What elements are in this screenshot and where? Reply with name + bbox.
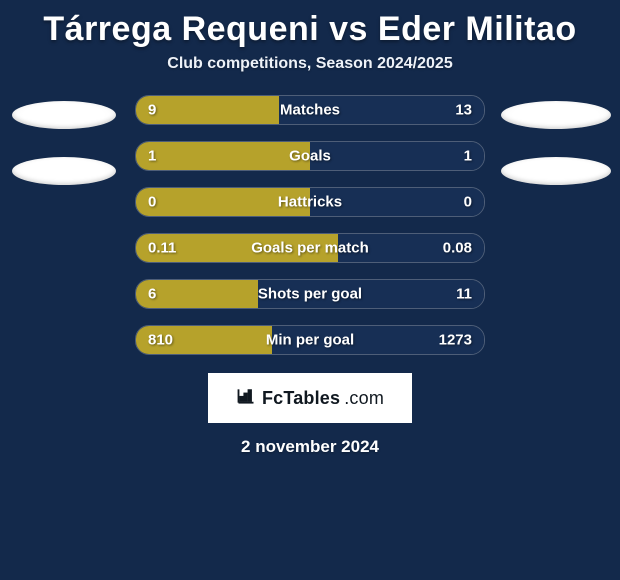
- footer-brand-light: .com: [344, 388, 384, 409]
- stat-row-goals-per-match: 0.11 Goals per match 0.08: [135, 233, 485, 263]
- page-title: Tárrega Requeni vs Eder Militao: [8, 10, 612, 49]
- stat-fill-left: [136, 142, 310, 170]
- stat-value-left: 0: [148, 194, 156, 211]
- footer-brand: FcTables.com: [208, 373, 412, 423]
- stat-value-left: 0.11: [148, 240, 176, 257]
- player-right-ellipse-1: [501, 101, 611, 129]
- footer-brand-bold: FcTables: [262, 388, 340, 409]
- player-left-ellipse-2: [12, 157, 116, 185]
- stat-label: Matches: [280, 102, 340, 119]
- stat-value-left: 810: [148, 332, 173, 349]
- stat-label: Shots per goal: [258, 286, 362, 303]
- player-right-ellipse-2: [501, 157, 611, 185]
- comparison-panel: 9 Matches 13 1 Goals 1 0 Hattricks 0 0.1…: [8, 95, 612, 355]
- stat-row-matches: 9 Matches 13: [135, 95, 485, 125]
- stat-value-left: 1: [148, 148, 156, 165]
- stat-value-right: 11: [456, 286, 472, 303]
- stat-fill-right: [310, 142, 484, 170]
- stat-row-min-per-goal: 810 Min per goal 1273: [135, 325, 485, 355]
- stat-label: Goals per match: [251, 240, 369, 257]
- page-subtitle: Club competitions, Season 2024/2025: [8, 55, 612, 73]
- stat-value-left: 6: [148, 286, 156, 303]
- stat-fill-left: [136, 96, 279, 124]
- stat-value-left: 9: [148, 102, 156, 119]
- footer-date: 2 november 2024: [8, 437, 612, 457]
- stat-row-shots-per-goal: 6 Shots per goal 11: [135, 279, 485, 309]
- player-left-marks: [9, 95, 119, 185]
- stat-label: Hattricks: [278, 194, 342, 211]
- stat-label: Goals: [289, 148, 331, 165]
- chart-icon: [236, 386, 256, 411]
- stat-bars: 9 Matches 13 1 Goals 1 0 Hattricks 0 0.1…: [135, 95, 485, 355]
- player-right-marks: [501, 95, 611, 185]
- player-left-ellipse-1: [12, 101, 116, 129]
- stat-value-right: 13: [455, 102, 472, 119]
- stat-value-right: 1: [464, 148, 472, 165]
- stat-row-hattricks: 0 Hattricks 0: [135, 187, 485, 217]
- stat-row-goals: 1 Goals 1: [135, 141, 485, 171]
- stat-label: Min per goal: [266, 332, 354, 349]
- stat-value-right: 1273: [439, 332, 472, 349]
- stat-value-right: 0: [464, 194, 472, 211]
- stat-value-right: 0.08: [443, 240, 472, 257]
